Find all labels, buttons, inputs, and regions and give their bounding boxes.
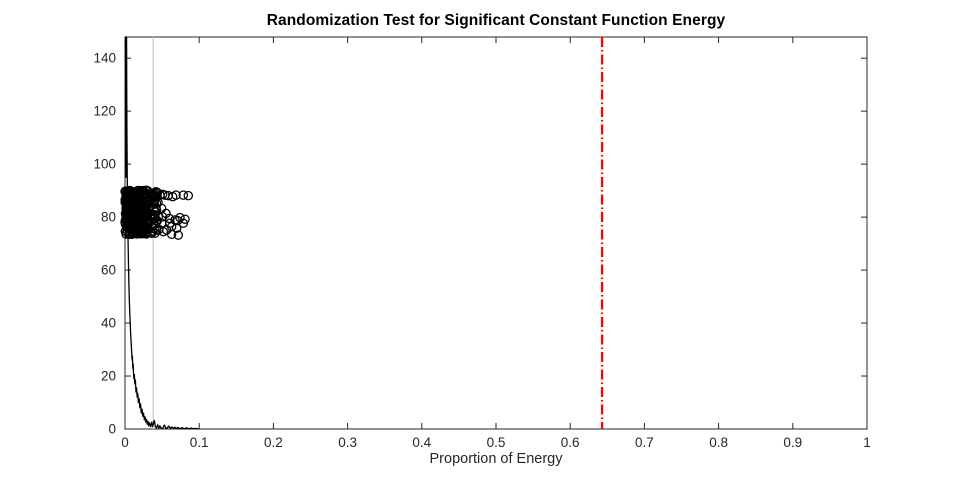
scatter-point (121, 229, 131, 239)
scatter-point (133, 191, 143, 202)
scatter-point (147, 197, 157, 208)
x-tick-label: 0.2 (264, 435, 283, 450)
y-tick-label: 140 (93, 51, 116, 66)
scatter-point (164, 213, 175, 224)
scatter-point (121, 210, 132, 221)
scatter-point (151, 215, 162, 225)
scatter-point (131, 223, 141, 233)
null-distribution-curve (124, 36, 200, 430)
scatter-point (141, 197, 152, 208)
scatter-point (143, 216, 153, 227)
scatter-point (172, 215, 183, 226)
scatter-point (125, 218, 136, 229)
scatter-point (151, 198, 162, 208)
scatter-point (166, 229, 177, 240)
x-tick-label: 0.3 (338, 435, 357, 450)
y-tick-label: 40 (101, 316, 116, 331)
x-tick-label: 0.8 (709, 435, 728, 450)
x-axis-label: Proportion of Energy (429, 451, 563, 467)
y-tick-label: 80 (101, 210, 116, 225)
permutation-scatter (120, 185, 194, 240)
x-tick-label: 0 (121, 435, 129, 450)
y-tick-label: 20 (101, 369, 116, 384)
scatter-point (173, 230, 184, 240)
x-tick-label: 0.9 (783, 435, 802, 450)
scatter-point (180, 214, 190, 224)
x-tick-label: 0.1 (190, 435, 209, 450)
x-tick-label: 0.5 (487, 435, 506, 450)
scatter-point (183, 190, 194, 201)
chart-title: Randomization Test for Significant Const… (266, 12, 726, 29)
x-tick-label: 1 (863, 435, 871, 450)
scatter-point (151, 191, 161, 201)
scatter-point (125, 186, 136, 196)
y-tick-label: 60 (101, 263, 116, 278)
axes-box (124, 36, 868, 430)
x-tick-label: 0.4 (412, 435, 431, 450)
y-tick-label: 0 (108, 422, 116, 437)
x-tick-label: 0.6 (561, 435, 580, 450)
scatter-point (120, 186, 131, 196)
y-tick-label: 120 (93, 104, 116, 119)
scatter-point (146, 228, 157, 238)
scatter-point (178, 190, 189, 200)
y-tick-label: 100 (93, 157, 116, 172)
scatter-point (124, 195, 134, 205)
scatter-point (151, 225, 162, 235)
scatter-point (132, 212, 142, 223)
x-tick-label: 0.7 (635, 435, 654, 450)
scatter-point (135, 190, 145, 200)
scatter-point (171, 190, 181, 200)
